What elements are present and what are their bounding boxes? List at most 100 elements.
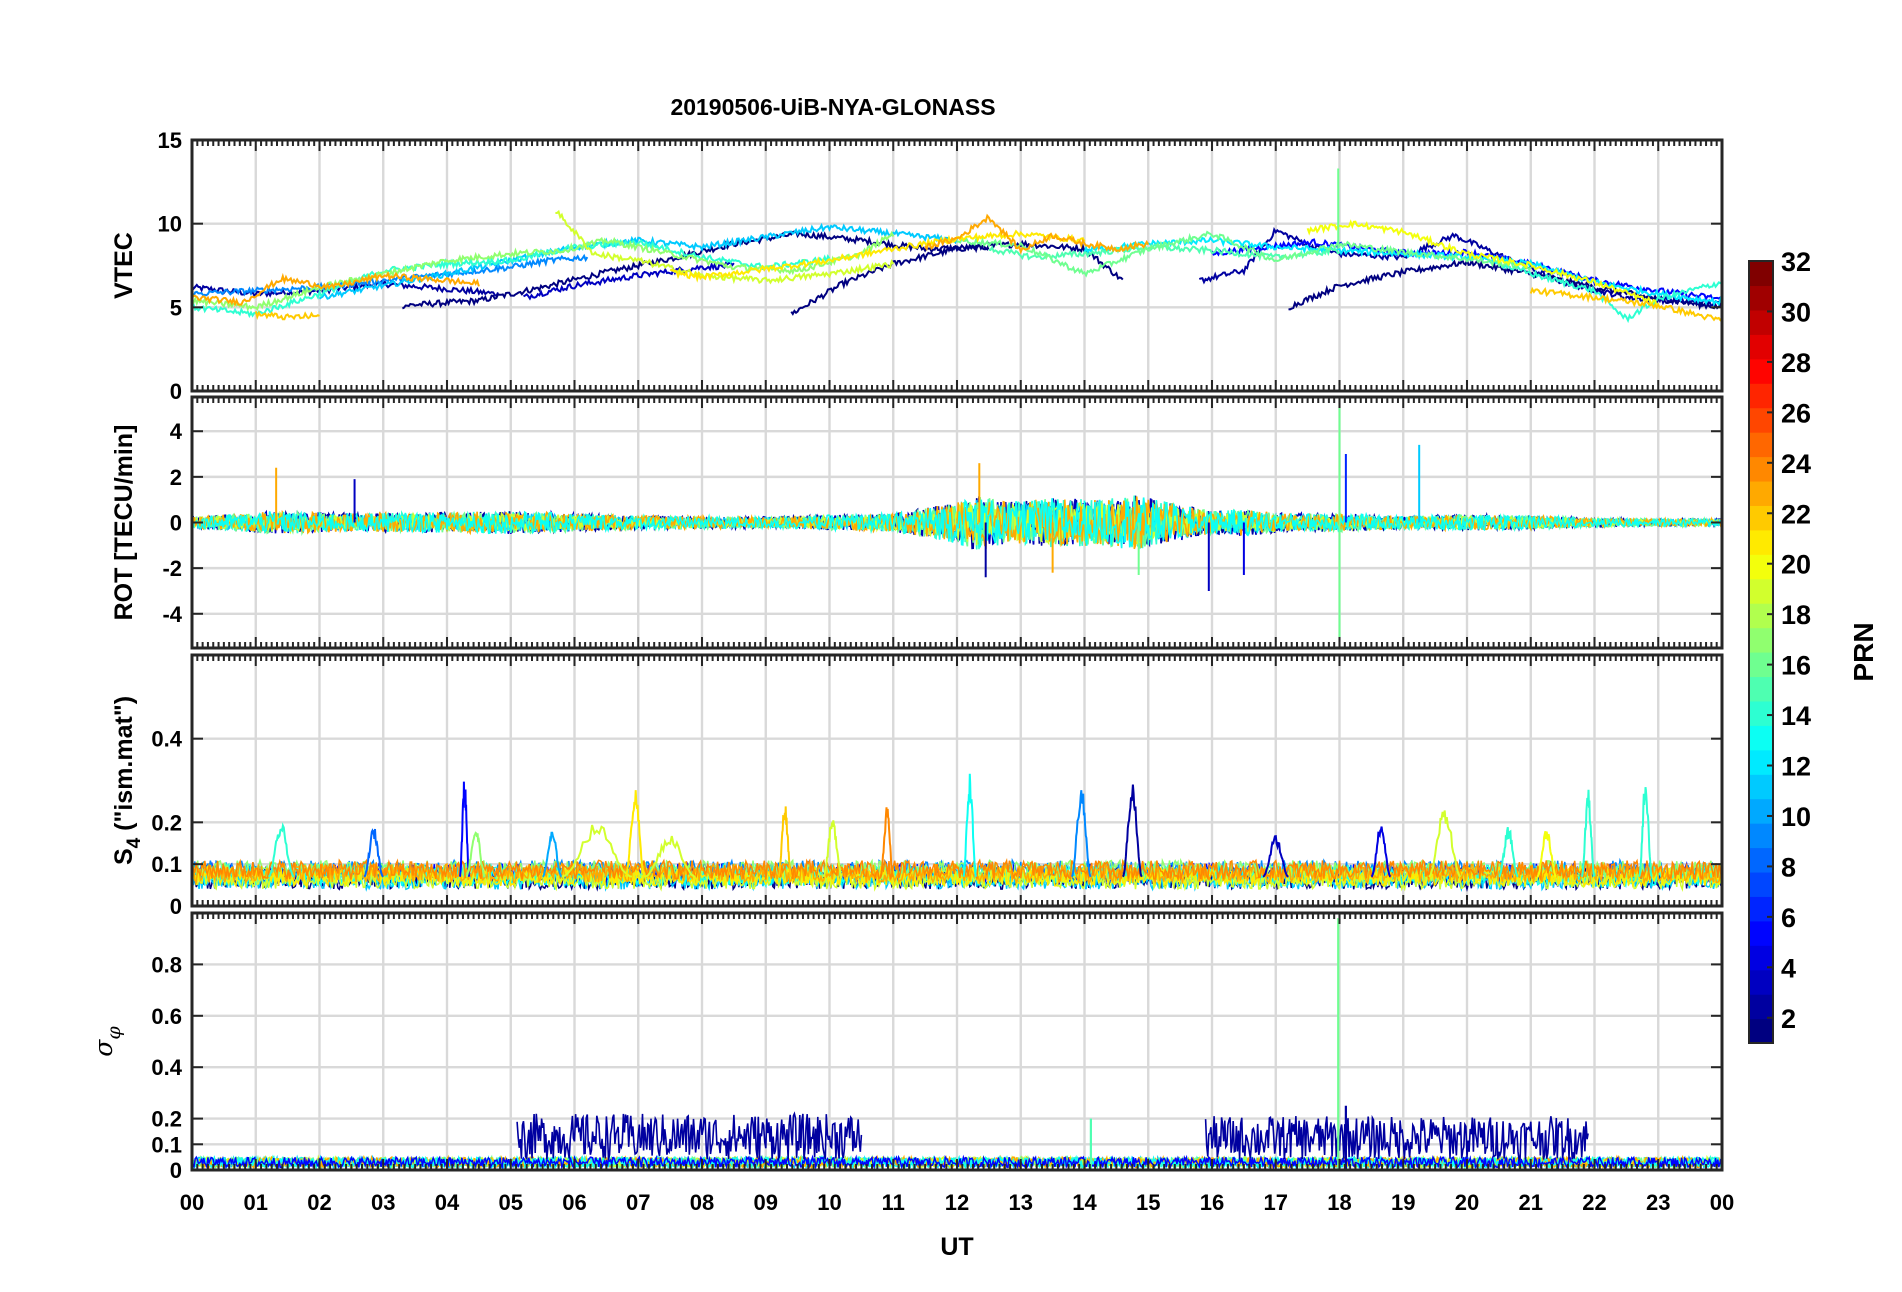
colorbar-segment xyxy=(1749,823,1773,849)
x-axis-label: UT xyxy=(940,1233,973,1261)
vtec-series-line xyxy=(669,229,1086,283)
colorbar-tick-label: 22 xyxy=(1781,499,1811,529)
colorbar-segment xyxy=(1749,529,1773,555)
y-tick-label: 15 xyxy=(158,128,182,153)
colorbar-segment xyxy=(1749,700,1773,726)
x-tick-label: 13 xyxy=(1009,1190,1033,1215)
x-tick-label: 18 xyxy=(1327,1190,1351,1215)
colorbar-tick-label: 20 xyxy=(1781,550,1811,580)
sigma-elevated-line xyxy=(1204,1114,1589,1162)
x-tick-label: 05 xyxy=(499,1190,523,1215)
vtec-series-line xyxy=(790,239,1124,316)
y-axis-label-main: S xyxy=(110,848,138,865)
y-tick-label: 0.4 xyxy=(151,727,182,752)
x-tick-label: 00 xyxy=(1710,1190,1734,1215)
s4-burst xyxy=(1536,830,1557,878)
colorbar-segment xyxy=(1749,358,1773,384)
colorbar-segment xyxy=(1749,578,1773,604)
colorbar-segment xyxy=(1749,945,1773,971)
y-tick-label: 5 xyxy=(170,295,182,320)
vtec-series-line xyxy=(523,261,735,301)
colorbar-segment xyxy=(1749,676,1773,702)
x-tick-label: 17 xyxy=(1264,1190,1288,1215)
colorbar-segment xyxy=(1749,334,1773,360)
colorbar-tick-label: 28 xyxy=(1781,348,1811,378)
colorbar-segment xyxy=(1749,774,1773,800)
colorbar-segment xyxy=(1749,285,1773,311)
vtec-series-line xyxy=(1306,219,1659,307)
s4-burst xyxy=(1121,784,1143,878)
y-axis-label: VTEC xyxy=(110,232,138,299)
colorbar-segment xyxy=(1749,627,1773,653)
s4-burst xyxy=(1638,786,1653,878)
s4-burst xyxy=(1070,790,1092,878)
colorbar-tick-label: 18 xyxy=(1781,600,1811,630)
s4-burst xyxy=(1428,810,1462,878)
s4-burst xyxy=(624,790,646,878)
colorbar-segment xyxy=(1749,603,1773,629)
s4-burst xyxy=(1262,834,1289,878)
colorbar-segment xyxy=(1749,309,1773,335)
colorbar-segment xyxy=(1749,798,1773,824)
y-tick-label: 10 xyxy=(158,212,182,237)
colorbar-tick-label: 6 xyxy=(1781,903,1796,933)
sigma-phi-panel: 00.10.2 0.4 0.6 0.8 σφ xyxy=(89,911,1724,1183)
x-tick-label: 04 xyxy=(435,1190,460,1215)
colorbar-segment xyxy=(1749,847,1773,873)
y-tick-label: 0.4 xyxy=(151,1055,182,1080)
vtec-series-line xyxy=(254,310,320,321)
vtec-series-line xyxy=(191,270,480,308)
colorbar-segment xyxy=(1749,456,1773,482)
s4-series-line xyxy=(191,858,1723,882)
s4-burst xyxy=(542,831,563,878)
vtec-series-line xyxy=(1083,235,1723,307)
y-tick-label: -4 xyxy=(162,602,182,627)
vtec-panel: 0 5 10 15 VTEC xyxy=(110,128,1724,404)
s4-burst xyxy=(962,773,978,878)
s4-burst xyxy=(1580,789,1596,878)
y-axis-label-subscript: 4 xyxy=(124,837,145,848)
rot-panel: -4 -2 0 2 4 ROT [TECU/min] xyxy=(110,395,1724,650)
x-tick-label: 22 xyxy=(1582,1190,1606,1215)
x-tick-label: 06 xyxy=(562,1190,586,1215)
colorbar-segment xyxy=(1749,725,1773,751)
colorbar-segment xyxy=(1749,383,1773,409)
s4-burst xyxy=(268,822,295,878)
s4-panel: 00.10.20.4S4 ("ism.mat") xyxy=(110,653,1724,919)
x-tick-label: 00 xyxy=(180,1190,204,1215)
y-tick-label: 0.2 xyxy=(151,1107,182,1132)
colorbar-segment xyxy=(1749,480,1773,506)
colorbar-tick-label: 12 xyxy=(1781,752,1811,782)
colorbar-segment xyxy=(1749,994,1773,1020)
y-tick-label: 0 xyxy=(170,511,182,536)
s4-burst xyxy=(363,828,384,878)
x-axis-tick-labels: 00 01 02 03 04 05 06 07 08 09 10 11 12 13 14 15 16 17 18 19… xyxy=(180,1190,1734,1215)
colorbar-segment xyxy=(1749,432,1773,458)
vtec-series-line xyxy=(401,230,990,310)
x-tick-label: 16 xyxy=(1200,1190,1224,1215)
x-tick-label: 20 xyxy=(1455,1190,1479,1215)
colorbar-tick-label: 26 xyxy=(1781,398,1811,428)
y-axis-label-suffix: ("ism.mat") xyxy=(110,696,138,838)
y-tick-label: 4 xyxy=(170,419,183,444)
colorbar-tick-label: 24 xyxy=(1781,449,1811,479)
colorbar-tick-label: 32 xyxy=(1781,247,1811,277)
x-tick-label: 12 xyxy=(945,1190,969,1215)
s4-burst xyxy=(561,824,633,878)
y-tick-label: 0 xyxy=(170,1158,182,1183)
y-tick-label: 0.8 xyxy=(151,952,182,977)
vtec-series-line xyxy=(924,213,1150,255)
data-lines xyxy=(191,773,1723,893)
vtec-series-line xyxy=(957,230,1532,278)
y-tick-label: 0.1 xyxy=(151,852,182,877)
y-tick-label: -2 xyxy=(162,556,182,581)
vtec-series-line xyxy=(555,209,895,285)
y-axis-label-subscript: φ xyxy=(103,1026,125,1040)
chart-title: 20190506-UiB-NYA-GLONASS xyxy=(670,94,995,120)
x-tick-label: 11 xyxy=(882,1190,905,1215)
y-axis-label: ROT [TECU/min] xyxy=(110,425,138,621)
colorbar-tick-label: 30 xyxy=(1781,297,1811,327)
x-tick-label: 09 xyxy=(754,1190,778,1215)
s4-series-line xyxy=(191,857,1723,882)
